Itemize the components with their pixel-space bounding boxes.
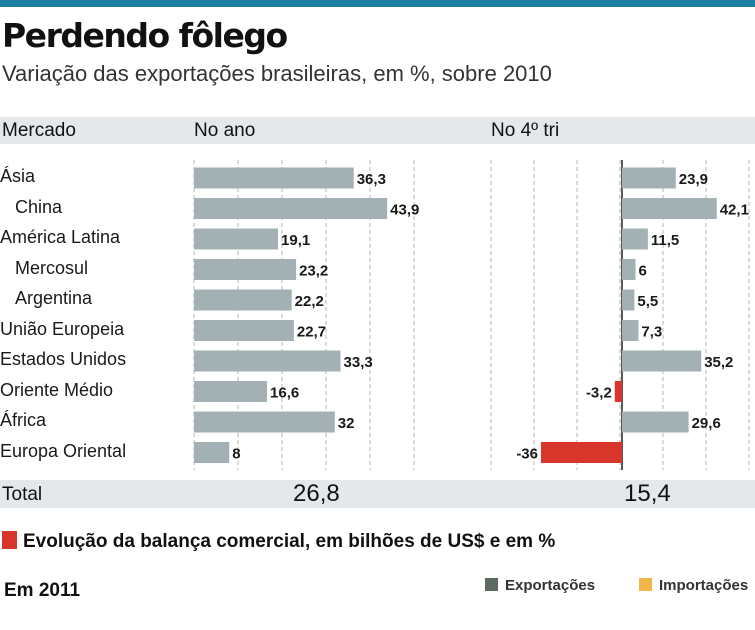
- value-label-tri-6: 35,2: [704, 354, 733, 371]
- header-quarto-tri: No 4º tri: [491, 120, 560, 141]
- bar-ano-1: [194, 198, 388, 219]
- legend-swatch-importacoes: [639, 578, 652, 591]
- value-label-ano-9: 8: [232, 446, 240, 463]
- chart-subtitle: Variação das exportações brasileiras, em…: [2, 61, 552, 86]
- year-label: Em 2011: [4, 580, 81, 601]
- category-label-7: Oriente Médio: [0, 379, 114, 400]
- value-label-tri-4: 5,5: [637, 293, 658, 310]
- category-label-9: Europa Oriental: [0, 440, 127, 461]
- value-label-tri-1: 42,1: [720, 202, 749, 219]
- value-label-tri-8: 29,6: [692, 415, 721, 432]
- bar-tri-8: [622, 411, 689, 433]
- bar-tri-2: [622, 228, 648, 250]
- bar-ano-4: [194, 289, 292, 311]
- trade-balance-heading: Evolução da balança comercial, em bilhõe…: [2, 531, 555, 553]
- bar-tri-4: [622, 289, 635, 311]
- category-label-8: África: [0, 410, 47, 430]
- header-no-ano: No ano: [194, 120, 256, 141]
- value-label-tri-0: 23,9: [679, 171, 708, 188]
- value-label-ano-5: 22,7: [297, 324, 326, 341]
- bar-tri-3: [622, 259, 636, 280]
- category-label-2: América Latina: [0, 227, 121, 247]
- category-label-5: União Europeia: [0, 318, 125, 339]
- bar-tri-0: [622, 167, 676, 189]
- value-label-ano-4: 22,2: [295, 293, 324, 310]
- top-accent-bar: [0, 0, 755, 7]
- value-label-tri-9: -36: [516, 446, 538, 463]
- legend-importacoes: Importações: [639, 577, 748, 594]
- legend-exportacoes: Exportações: [485, 577, 595, 594]
- bar-ano-7: [194, 381, 268, 402]
- value-label-ano-3: 23,2: [299, 263, 328, 280]
- bar-ano-8: [194, 411, 335, 433]
- red-square-icon: [2, 531, 17, 549]
- bar-tri-9: [541, 442, 622, 463]
- value-labels-layer: 36,343,9 19,1 23,2 22,2 22,7 33,3 16,6 32 8 23,9 4…: [232, 171, 749, 463]
- bar-ano-2: [194, 228, 279, 250]
- bar-tri-7: [614, 381, 622, 402]
- legend-label-exportacoes: Exportações: [505, 577, 596, 594]
- bar-tri-1: [622, 198, 717, 219]
- header-band: [0, 117, 755, 144]
- value-label-ano-2: 19,1: [281, 232, 310, 249]
- legend-swatch-exportacoes: [485, 578, 498, 591]
- bar-ano-3: [194, 259, 297, 280]
- category-label-0: Ásia: [0, 166, 36, 186]
- bar-tri-6: [622, 350, 702, 372]
- bar-ano-9: [194, 442, 230, 463]
- value-label-tri-2: 11,5: [651, 232, 679, 249]
- bar-tri-5: [622, 320, 639, 341]
- value-label-ano-0: 36,3: [357, 171, 386, 188]
- value-label-ano-6: 33,3: [344, 354, 373, 371]
- total-quarto-tri: 15,4: [624, 480, 671, 507]
- header-mercado: Mercado: [2, 120, 76, 141]
- value-label-ano-1: 43,9: [390, 202, 419, 219]
- trade-balance-title: Evolução da balança comercial, em bilhõe…: [23, 531, 556, 552]
- category-label-3: Mercosul: [15, 257, 89, 278]
- total-label: Total: [2, 484, 43, 505]
- value-label-tri-7: -3,2: [586, 385, 612, 402]
- bars-layer: [194, 167, 717, 463]
- value-label-tri-5: 7,3: [641, 324, 662, 341]
- bar-ano-5: [194, 320, 294, 341]
- category-label-4: Argentina: [15, 288, 93, 308]
- total-no-ano: 26,8: [293, 480, 340, 507]
- category-label-1: China: [15, 196, 63, 217]
- category-label-6: Estados Unidos: [0, 349, 127, 369]
- value-label-ano-8: 32: [338, 415, 355, 432]
- bar-ano-6: [194, 350, 341, 372]
- value-label-tri-3: 6: [639, 263, 647, 280]
- total-band: [0, 480, 755, 508]
- bar-ano-0: [194, 167, 354, 189]
- value-label-ano-7: 16,6: [270, 385, 299, 402]
- legend-label-importacoes: Importações: [659, 577, 749, 594]
- chart-title: Perdendo fôlego: [2, 16, 288, 55]
- bar-chart: 36,343,9 19,1 23,2 22,2 22,7 33,3 16,6 32 8 23,9 4…: [193, 160, 750, 470]
